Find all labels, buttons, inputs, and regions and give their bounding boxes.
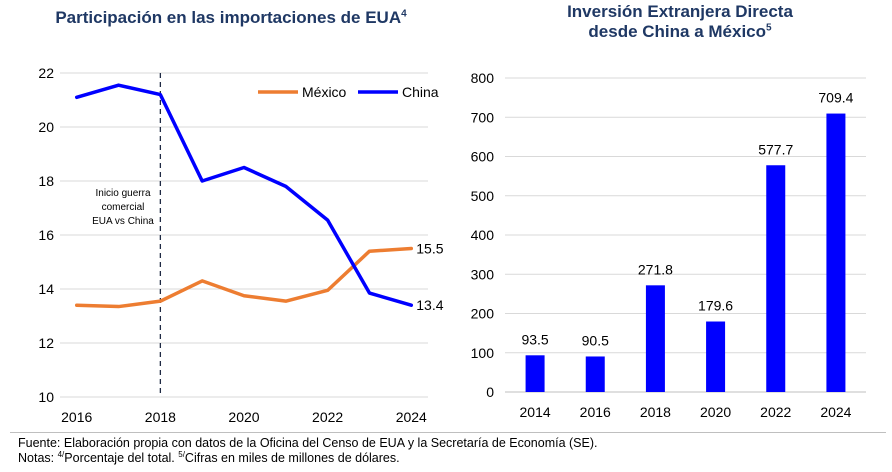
bar-chart-y-tick-label: 0 <box>486 384 494 400</box>
left-chart-title: Participación en las importaciones de EU… <box>0 8 462 28</box>
line-chart-x-tick-label: 2024 <box>396 409 427 425</box>
footer-note5-text: Cifras en miles de millones de dólares. <box>184 451 400 465</box>
line-chart-y-tick-label: 14 <box>38 281 54 297</box>
footer-note4-sup: 4/ <box>57 449 65 459</box>
bar-chart-y-tick-label: 700 <box>471 109 495 125</box>
bar-chart-bar-2022 <box>766 165 786 392</box>
bar-chart-y-tick-label: 800 <box>471 70 495 86</box>
bar-chart-y-tick-label: 300 <box>471 266 495 282</box>
line-chart-y-tick-label: 18 <box>38 173 54 189</box>
footer-source: Fuente: Elaboración propia con datos de … <box>18 436 598 450</box>
line-chart-x-tick-label: 2018 <box>145 409 176 425</box>
line-chart-end-label: 15.5 <box>416 241 443 257</box>
bar-chart-y-tick-label: 200 <box>471 306 495 322</box>
bar-chart-x-tick-label: 2022 <box>760 404 791 420</box>
footer-notes-prefix: Notas: <box>18 451 58 465</box>
line-chart-y-tick-label: 10 <box>38 389 54 405</box>
bar-chart-bar-2018 <box>645 285 665 392</box>
bar-chart-x-tick-label: 2024 <box>820 404 851 420</box>
line-chart-x-tick-label: 2022 <box>312 409 343 425</box>
bar-chart-bar-2024 <box>826 113 846 393</box>
line-chart-annotation-text: EUA vs China <box>92 216 154 227</box>
line-chart-y-tick-label: 20 <box>38 119 54 135</box>
line-chart-y-tick-label: 16 <box>38 227 54 243</box>
line-chart-y-tick-label: 12 <box>38 335 54 351</box>
bar-chart-data-label: 90.5 <box>582 332 609 348</box>
bar-chart-x-tick-label: 2014 <box>520 404 551 420</box>
bar-chart: 0 100 200 300 400 500 600 700 800 93.5 2014 90.5 201… <box>471 70 866 420</box>
bar-chart-bar-2020 <box>706 321 726 392</box>
left-chart-title-text: Participación en las importaciones de EU… <box>55 8 402 27</box>
bar-chart-data-label: 93.5 <box>521 331 548 347</box>
line-chart-series-china <box>74 83 414 307</box>
line-chart-annotation-text: Inicio guerra <box>95 188 150 199</box>
bar-chart-y-tick-label: 500 <box>471 188 495 204</box>
right-chart-title-line1: Inversión Extranjera Directa <box>567 2 793 21</box>
line-chart-x-tick-label: 2020 <box>228 409 259 425</box>
line-chart-x-tick-label: 2016 <box>61 409 92 425</box>
bar-chart-data-label: 271.8 <box>638 261 673 277</box>
left-chart-title-sup: 4 <box>401 8 407 20</box>
bar-chart-y-tick-label: 400 <box>471 227 495 243</box>
right-chart-title: Inversión Extranjera Directa desde China… <box>472 2 888 42</box>
footer-divider <box>10 432 886 433</box>
bar-chart-data-label: 577.7 <box>758 141 793 157</box>
line-chart-y-tick-label: 22 <box>38 65 54 81</box>
line-chart-legend-label: México <box>302 84 347 100</box>
footer-notes: Notas: 4/Porcentaje del total. 5/Cifras … <box>18 449 400 466</box>
bar-chart-bar-2014 <box>525 355 545 392</box>
footer-note5-sup: 5/ <box>178 449 185 459</box>
line-chart-legend-label: China <box>402 84 439 100</box>
bar-chart-y-tick-label: 600 <box>471 149 495 165</box>
bar-chart-x-tick-label: 2018 <box>640 404 671 420</box>
line-chart-annotation-text: comercial <box>102 202 145 213</box>
bar-chart-y-tick-label: 100 <box>471 345 495 361</box>
bar-chart-data-label: 179.6 <box>698 298 733 314</box>
line-chart-end-label: 13.4 <box>416 297 443 313</box>
right-chart-title-sup: 5 <box>766 22 772 34</box>
bar-chart-data-label: 709.4 <box>818 90 853 106</box>
bar-chart-bar-2016 <box>585 356 605 392</box>
line-chart-series-mexico <box>74 246 414 309</box>
bar-chart-x-tick-label: 2020 <box>700 404 731 420</box>
right-chart-title-line2: desde China a México <box>588 22 767 41</box>
footer-note4-text: Porcentaje del total. <box>64 451 179 465</box>
bar-chart-x-tick-label: 2016 <box>580 404 611 420</box>
